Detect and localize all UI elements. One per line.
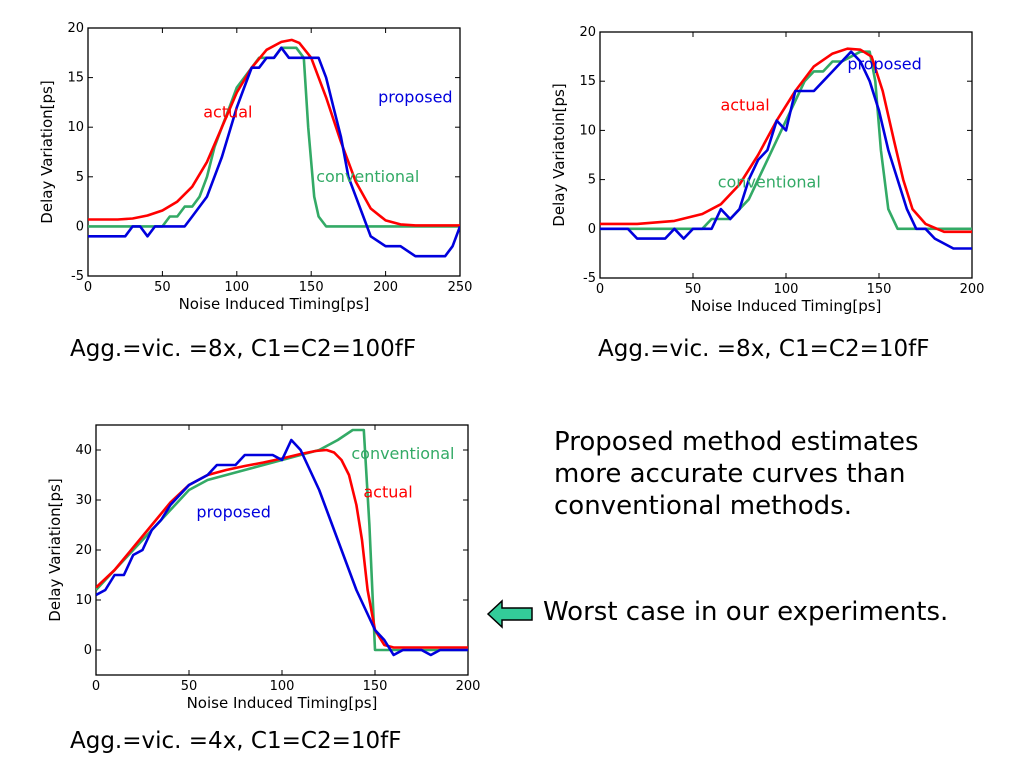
chart-bottom-left: 0 50 100 150 200 0 10 20 30 40 Noise Induced Timin… xyxy=(46,424,481,712)
y-axis-label: Delay Variation[ps] xyxy=(38,80,56,223)
series-line-proposed xyxy=(96,438,468,657)
series-line-proposed xyxy=(600,50,972,250)
y-tick-label: 20 xyxy=(75,543,92,558)
x-tick-label: 200 xyxy=(456,679,481,694)
series-label-proposed: proposed xyxy=(847,54,921,73)
x-tick-label: 250 xyxy=(448,280,473,295)
plot-frame xyxy=(599,31,973,279)
x-tick-label: 150 xyxy=(299,280,324,295)
y-tick-label: 5 xyxy=(76,170,84,185)
x-tick-label: 100 xyxy=(270,679,295,694)
series-label-actual: actual xyxy=(203,102,252,121)
y-tick-label: 30 xyxy=(75,493,92,508)
y-tick-label: 10 xyxy=(75,593,92,608)
conclusion-note: Proposed method estimates more accurate … xyxy=(554,426,919,522)
y-axis-label: Delay Variatoin[ps] xyxy=(550,83,568,226)
series-label-conventional: conventional xyxy=(351,444,454,463)
series-label-conventional: conventional xyxy=(316,167,419,186)
x-axis-label: Noise Induced Timing[ps] xyxy=(691,297,882,315)
x-tick-label: 200 xyxy=(373,280,398,295)
series-label-conventional: conventional xyxy=(718,172,821,191)
x-tick-label: 150 xyxy=(867,282,892,297)
x-tick-label: 100 xyxy=(224,280,249,295)
x-tick-label: 0 xyxy=(92,679,100,694)
x-tick-label: 100 xyxy=(774,282,799,297)
y-tick-label: 40 xyxy=(75,443,92,458)
y-tick-label: 10 xyxy=(67,120,84,135)
y-tick-label: 15 xyxy=(579,74,596,89)
y-tick-label: 20 xyxy=(579,25,596,40)
caption-bottom-left: Agg.=vic. =4x, C1=C2=10fF xyxy=(70,728,402,754)
x-tick-label: 0 xyxy=(596,282,604,297)
series-label-proposed: proposed xyxy=(378,87,452,106)
worst-case-label: Worst case in our experiments. xyxy=(543,597,949,627)
x-axis-label: Noise Induced Timing[ps] xyxy=(187,694,378,712)
y-tick-label: 15 xyxy=(67,71,84,86)
y-tick-label: -5 xyxy=(583,271,596,286)
x-tick-label: 150 xyxy=(363,679,388,694)
y-tick-label: -5 xyxy=(71,269,84,284)
y-tick-label: 0 xyxy=(588,222,596,237)
x-tick-label: 200 xyxy=(960,282,985,297)
series-line-conventional xyxy=(88,46,460,228)
x-axis-label: Noise Induced Timing[ps] xyxy=(179,295,370,313)
series-label-actual: actual xyxy=(720,96,769,115)
caption-top-right: Agg.=vic. =8x, C1=C2=10fF xyxy=(598,336,930,362)
y-tick-label: 0 xyxy=(84,643,92,658)
caption-top-left: Agg.=vic. =8x, C1=C2=100fF xyxy=(70,336,417,362)
conclusion-line-3: conventional methods. xyxy=(554,491,852,521)
series-label-actual: actual xyxy=(363,483,412,502)
plot-frame xyxy=(87,27,461,277)
x-tick-label: 50 xyxy=(154,280,171,295)
series-line-actual xyxy=(96,448,468,649)
conclusion-line-2: more accurate curves than xyxy=(554,459,906,489)
conclusion-line-1: Proposed method estimates xyxy=(554,427,919,457)
y-axis-label: Delay Variation[ps] xyxy=(46,478,64,621)
y-tick-label: 0 xyxy=(76,219,84,234)
series-label-proposed: proposed xyxy=(196,503,270,522)
left-arrow-icon xyxy=(486,599,533,629)
y-tick-label: 20 xyxy=(67,21,84,36)
x-tick-label: 0 xyxy=(84,280,92,295)
x-tick-label: 50 xyxy=(181,679,198,694)
series-line-actual xyxy=(600,47,972,234)
series-line-actual xyxy=(88,38,460,227)
y-tick-label: 10 xyxy=(579,123,596,138)
series-line-proposed xyxy=(88,46,460,258)
x-tick-label: 50 xyxy=(685,282,702,297)
y-tick-label: 5 xyxy=(588,173,596,188)
